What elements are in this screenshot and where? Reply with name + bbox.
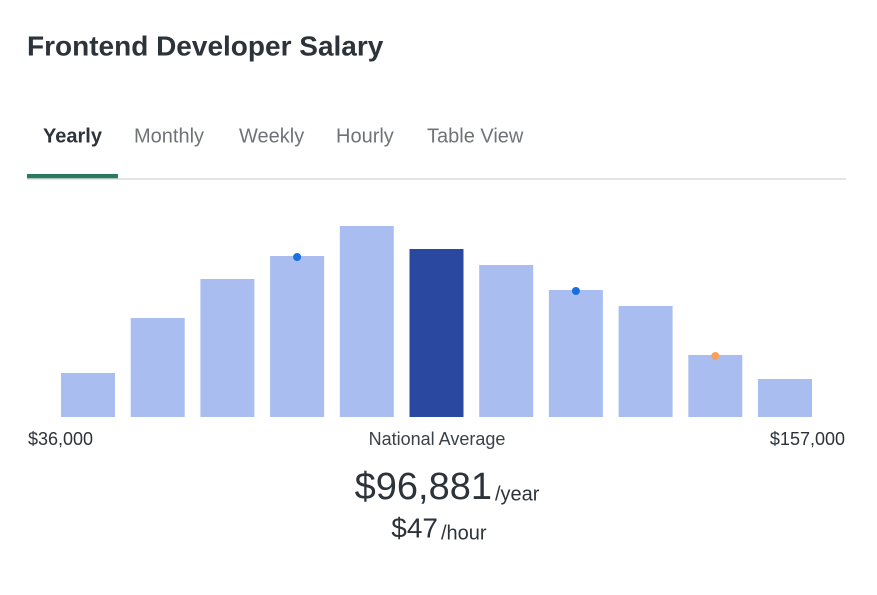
tab-bar: Yearly Monthly Weekly Hourly Table View: [27, 125, 524, 179]
bar: [758, 379, 812, 417]
title: Frontend Developer Salary: [27, 30, 384, 61]
tab[interactable]: Yearly: [43, 125, 103, 147]
average-hourly: $47: [391, 512, 438, 543]
min-label: $36,000: [28, 429, 93, 449]
bar: [130, 318, 185, 417]
tab[interactable]: Monthly: [134, 125, 204, 147]
bar: [618, 306, 673, 417]
yearly-unit: /year: [495, 483, 540, 505]
bar: [409, 249, 464, 417]
marker-dot: [711, 352, 720, 360]
bar: [200, 279, 255, 417]
marker-dot: [571, 287, 580, 295]
bar: [548, 290, 603, 417]
tab[interactable]: Table View: [427, 125, 524, 147]
bar: [339, 226, 394, 417]
histogram: [61, 226, 812, 417]
active-tab-indicator: [27, 174, 118, 179]
tab[interactable]: Weekly: [239, 125, 304, 147]
bar: [688, 355, 743, 417]
bar: [479, 265, 534, 417]
marker-dot: [293, 253, 302, 261]
max-label: $157,000: [770, 429, 845, 449]
bar: [61, 373, 115, 417]
tab[interactable]: Hourly: [336, 125, 394, 147]
average-label: National Average: [369, 429, 506, 449]
hourly-unit: /hour: [441, 522, 487, 544]
bar: [270, 256, 325, 417]
average-yearly: $96,881: [355, 466, 492, 508]
